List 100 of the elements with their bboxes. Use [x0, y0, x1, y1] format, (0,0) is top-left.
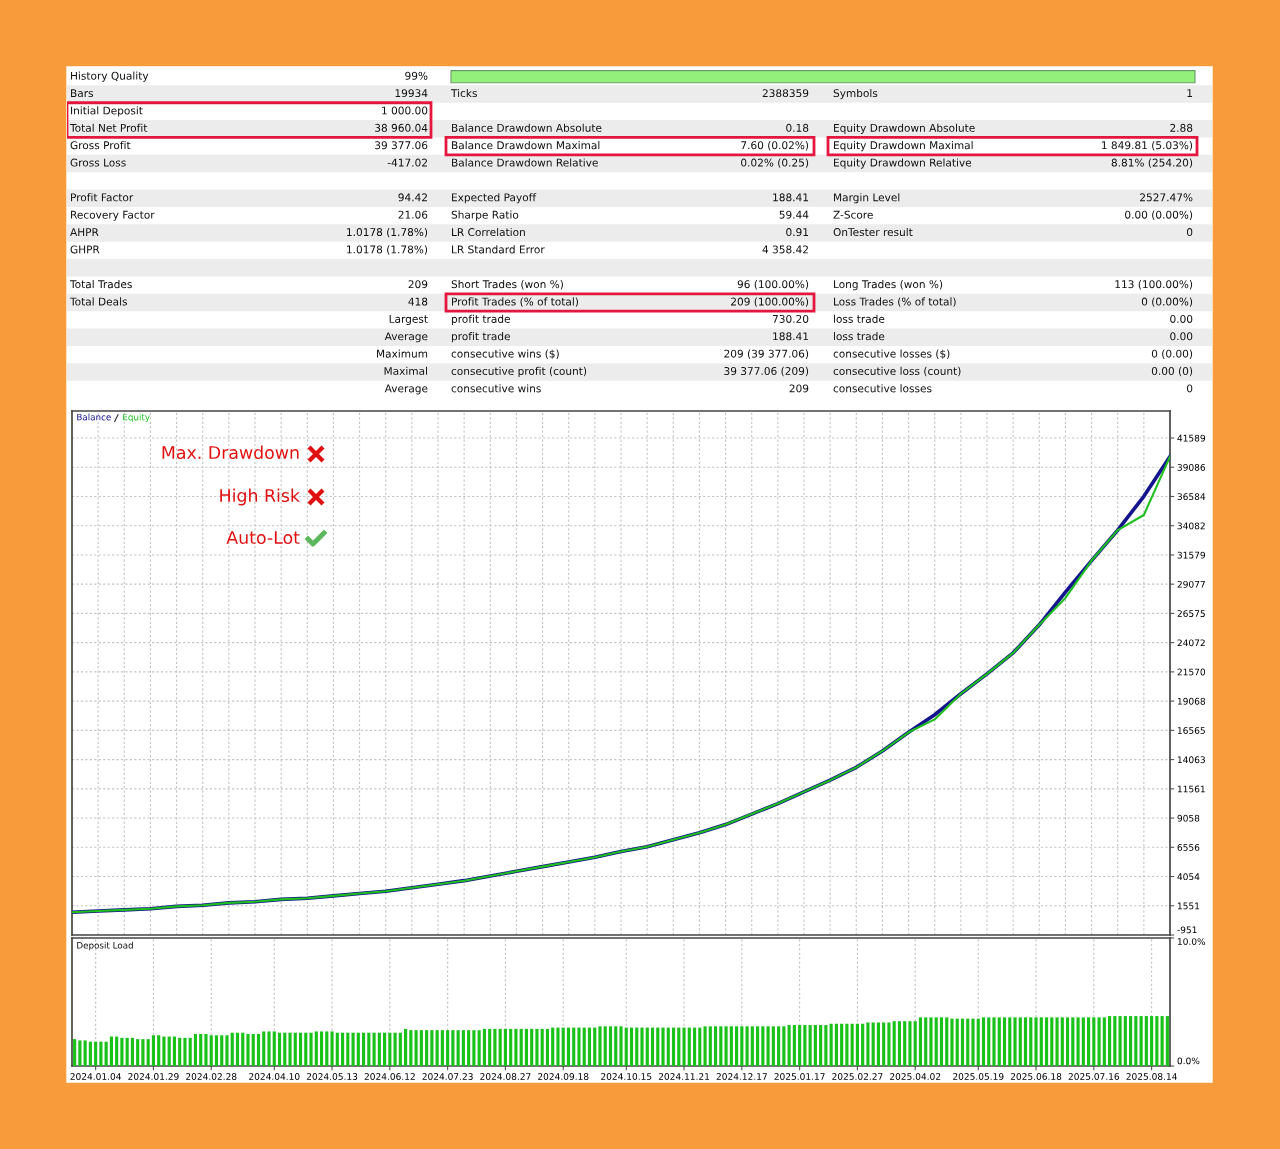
- y-tick-label: 19068: [1177, 697, 1206, 705]
- text: 188.41: [773, 193, 809, 202]
- y-tick-label: 1551: [1177, 902, 1200, 910]
- text: 0.00 (0): [1151, 366, 1193, 377]
- text: 209 (100.00%): [731, 297, 809, 307]
- y-tick-label: 4054: [1177, 873, 1200, 881]
- y-tick-label: -951: [1177, 926, 1197, 934]
- text: LR Correlation: [452, 227, 525, 237]
- y-tick-label: 9058: [1177, 814, 1200, 822]
- text: consecutive profit (count): [451, 366, 587, 378]
- text: Average: [384, 384, 428, 395]
- y-tick-label: 14063: [1177, 756, 1205, 764]
- x-tick-label: 2024.01.04: [70, 1073, 121, 1080]
- y-tick-label: 16565: [1177, 727, 1205, 734]
- x-tick-label: 2024.05.13: [306, 1073, 358, 1080]
- text: Z-Score: [833, 210, 873, 219]
- text: Gross Profit: [70, 141, 131, 150]
- x-tick-label: 2024.02.28: [186, 1073, 237, 1080]
- text: History Quality: [71, 71, 149, 82]
- text: Ticks: [450, 88, 477, 98]
- y-tick-label: 39086: [1177, 463, 1206, 471]
- text: 0.00 (0.00%): [1125, 210, 1193, 220]
- text: 209: [408, 280, 428, 289]
- text: consecutive losses ($): [833, 349, 950, 360]
- text: 209: [789, 384, 809, 393]
- text: Equity: [123, 413, 150, 423]
- text: 209 (39 377.06): [724, 349, 809, 359]
- x-tick-label: 2024.12.17: [716, 1073, 767, 1080]
- text: 38 960.04: [375, 123, 428, 132]
- text: Initial Deposit: [71, 106, 143, 117]
- y-tick-label: 41589: [1177, 434, 1206, 442]
- text: Balance: [77, 413, 111, 421]
- x-tick-label: 2025.07.16: [1068, 1073, 1120, 1080]
- text: 59.44: [779, 210, 809, 219]
- text: Maximal: [384, 366, 428, 376]
- x-tick-label: 2025.06.18: [1010, 1073, 1062, 1080]
- text: 1.0178 (1.78%): [347, 227, 428, 238]
- x-tick-label: 2025.02.27: [832, 1073, 883, 1080]
- text: Bars: [71, 89, 94, 98]
- x-tick-label: 2025.04.02: [890, 1073, 941, 1080]
- text: 0 (0.00%): [1141, 297, 1193, 307]
- x-tick-label: 2024.04.10: [249, 1073, 300, 1080]
- text: 0.91: [786, 228, 809, 237]
- x-tick-label: 2025.08.14: [1126, 1073, 1177, 1080]
- text: Balance Drawdown Relative: [452, 158, 598, 167]
- text: 2388359: [762, 89, 809, 98]
- text: Total Net Profit: [69, 123, 148, 132]
- text: consecutive loss (count): [833, 366, 961, 377]
- text: 0: [1186, 384, 1193, 393]
- text: Total Deals: [69, 297, 128, 306]
- text: 21.06: [398, 210, 428, 219]
- text: OnTester result: [833, 227, 913, 237]
- annotation: Auto-Lot: [226, 531, 300, 545]
- text: Profit Factor: [71, 193, 134, 202]
- text: LR Standard Error: [452, 245, 545, 254]
- y-tick-label: 34082: [1177, 522, 1205, 530]
- annotation: High Risk: [220, 488, 300, 506]
- x-tick-label: 2024.09.18: [538, 1073, 589, 1080]
- text: 39 377.06: [375, 141, 428, 150]
- text: 1: [1187, 89, 1193, 97]
- text: Profit Trades (% of total): [452, 297, 579, 307]
- text: consecutive wins ($): [451, 349, 559, 360]
- y-tick-label: 36584: [1177, 493, 1206, 501]
- text: Loss Trades (% of total): [834, 297, 956, 307]
- text: Margin Level: [834, 193, 900, 204]
- text: 113 (100.00%): [1115, 280, 1193, 290]
- text: Equity Drawdown Absolute: [834, 123, 975, 134]
- text: 1 849.81 (5.03%): [1102, 141, 1193, 151]
- text: 2527.47%: [1140, 193, 1193, 202]
- text: -417.02: [387, 158, 427, 167]
- chart-title: Deposit Load: [77, 941, 133, 951]
- y-tick-label: 31579: [1177, 551, 1206, 559]
- text: Recovery Factor: [71, 210, 155, 221]
- text: consecutive losses: [833, 384, 932, 393]
- y-tick-label: 26575: [1177, 610, 1205, 617]
- text: Maximum: [377, 349, 428, 358]
- text: Largest: [389, 315, 428, 325]
- y-tick-label: 11561: [1177, 785, 1205, 793]
- x-tick-label: 2024.10.15: [601, 1073, 652, 1080]
- text: 96 (100.00%): [737, 280, 809, 290]
- y-tick-label: 10.0%: [1177, 938, 1206, 945]
- text: Long Trades (won %): [834, 280, 943, 291]
- text: 94.42: [398, 193, 427, 202]
- x-tick-label: 2024.07.23: [422, 1073, 473, 1080]
- text: 0.00: [1170, 314, 1193, 323]
- text: 730.20: [772, 314, 809, 323]
- text: 39 377.06 (209): [724, 366, 809, 377]
- x-tick-label: 2024.08.27: [480, 1073, 531, 1080]
- text: 8.81% (254.20): [1111, 158, 1193, 168]
- text: Short Trades (won %): [451, 280, 563, 290]
- text: Gross Loss: [70, 158, 126, 167]
- text: 99%: [405, 71, 428, 80]
- text: 19934: [395, 89, 428, 98]
- text: Total Trades: [69, 280, 132, 289]
- x-tick-label: 2025.05.19: [953, 1073, 1004, 1080]
- y-tick-label: 0.0%: [1177, 1057, 1200, 1065]
- text: Expected Payoff: [452, 193, 537, 204]
- y-tick-label: 29077: [1177, 580, 1205, 588]
- text: Equity Drawdown Maximal: [834, 141, 973, 152]
- text: profit trade: [451, 314, 510, 325]
